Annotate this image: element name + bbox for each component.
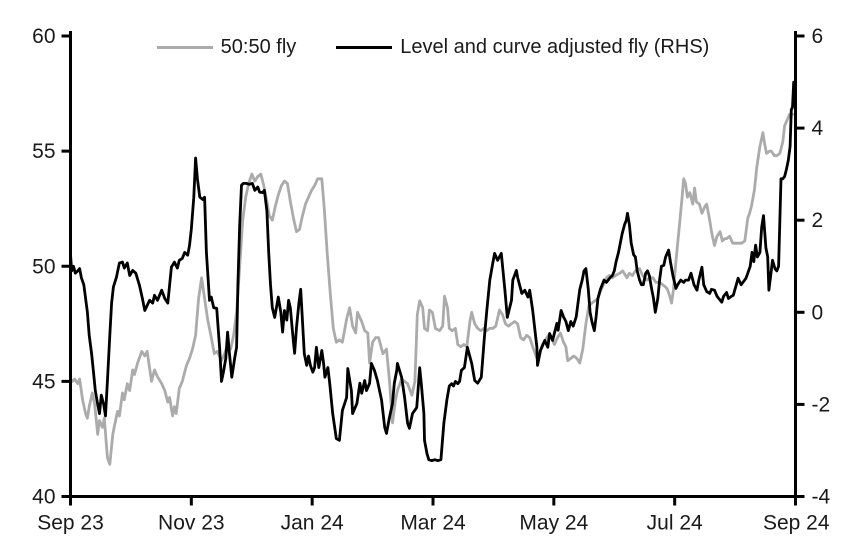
y-right-tick-label: 6 (812, 25, 824, 48)
y-right-tick-label: 0 (812, 301, 824, 324)
x-tick-label: Nov 23 (158, 512, 225, 535)
x-tick-label: Sep 23 (37, 512, 104, 535)
y-right-tick-label: 2 (812, 209, 824, 232)
y-right-tick-label: 4 (812, 117, 824, 140)
series-line-0 (69, 112, 794, 466)
x-tick-label: Jan 24 (281, 512, 344, 535)
y-left-tick-label: 55 (32, 140, 55, 163)
x-tick-label: Mar 24 (400, 512, 466, 535)
x-tick-label: Jul 24 (647, 512, 703, 535)
y-right-tick-label: -4 (812, 486, 831, 509)
y-left-tick-label: 50 (32, 255, 55, 278)
y-left-tick-label: 60 (32, 25, 55, 48)
y-left-tick-label: 45 (32, 370, 55, 393)
x-tick-label: Sep 24 (763, 512, 830, 535)
x-tick-label: May 24 (519, 512, 588, 535)
y-right-tick-label: -2 (812, 393, 831, 416)
series-line-1 (69, 80, 797, 463)
y-left-tick-label: 40 (32, 486, 55, 509)
